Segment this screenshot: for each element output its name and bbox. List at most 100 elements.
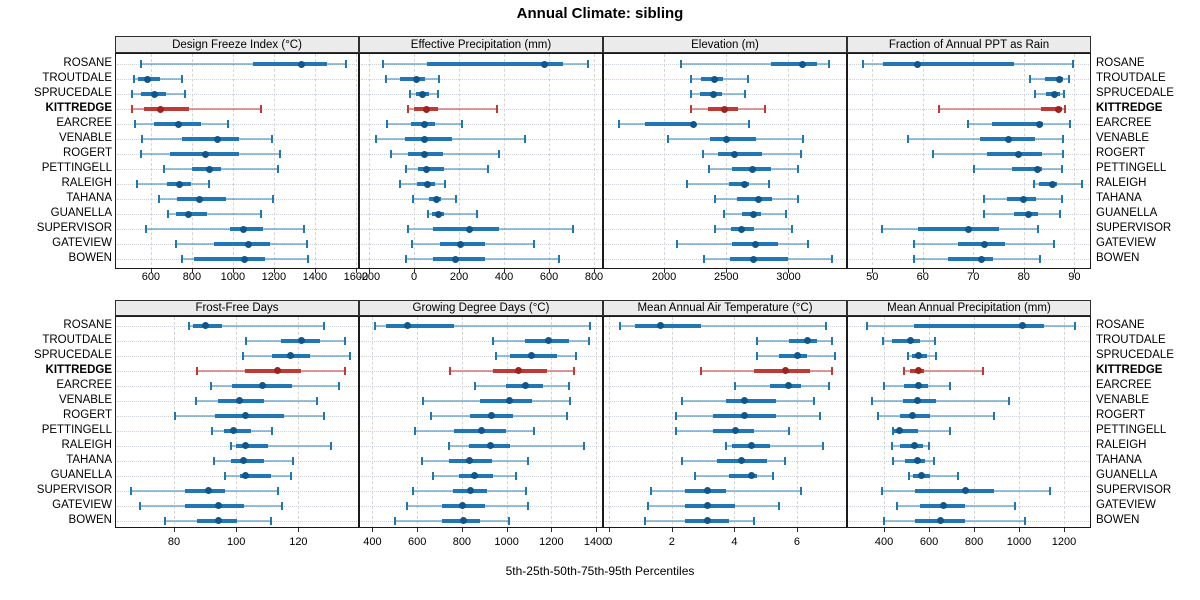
whisker-cap-low	[139, 501, 142, 510]
whisker-cap-high	[316, 396, 319, 405]
whisker-cap-low	[139, 150, 142, 159]
median-dot	[522, 382, 530, 389]
site-label-right: ROGERT	[1096, 408, 1145, 421]
whisker-line	[650, 489, 802, 492]
x-axis-tick-label: 120	[289, 536, 308, 548]
whisker-cap-high	[573, 366, 576, 375]
whisker-cap-low	[409, 90, 412, 99]
whisker-cap-high	[956, 471, 959, 480]
site-label-right: PETTINGELL	[1096, 423, 1167, 436]
whisker-cap-high	[302, 225, 305, 234]
iqr-bar	[433, 257, 486, 262]
whisker-cap-low	[881, 486, 884, 495]
whisker-cap-low	[702, 150, 705, 159]
median-dot	[895, 427, 903, 434]
whisker-line	[871, 399, 1009, 402]
site-label-right: ROGERT	[1096, 147, 1145, 160]
median-dot	[151, 90, 159, 98]
x-axis-tick-label: 600	[407, 536, 427, 548]
whisker-cap-low	[196, 366, 199, 375]
row-guide-line	[117, 199, 357, 201]
whisker-cap-high	[575, 351, 578, 360]
whisker-line	[427, 213, 477, 216]
site-label-left: BOWEN	[68, 252, 112, 265]
whisker-cap-low	[241, 351, 244, 360]
gridline	[796, 317, 798, 527]
whisker-line	[132, 108, 262, 111]
site-label-right: GATEVIEW	[1096, 237, 1156, 250]
whisker-line	[726, 444, 823, 447]
whisker-cap-high	[800, 486, 803, 495]
row-guide-line	[849, 385, 1089, 387]
x-axis-tick-label: 1000	[494, 536, 519, 548]
panel-strip: Design Freeze Index (°C)	[115, 36, 359, 53]
whisker-cap-low	[892, 456, 895, 465]
gridline	[504, 54, 506, 268]
median-dot	[244, 240, 252, 248]
whisker-cap-low	[866, 321, 869, 330]
panel-strip-title: Elevation (m)	[691, 38, 759, 51]
row-guide-line	[605, 94, 845, 96]
whisker-cap-high	[588, 321, 591, 330]
whisker-cap-high	[558, 255, 561, 264]
whisker-cap-low	[689, 90, 692, 99]
whisker-cap-high	[1081, 180, 1084, 189]
site-label-left: GATEVIEW	[52, 237, 112, 250]
x-axis-tick-label: 2000	[651, 271, 677, 283]
gridline	[150, 54, 152, 268]
gridline	[596, 317, 598, 527]
iqr-bar	[728, 182, 750, 187]
x-axis-tick-label: 800	[452, 536, 472, 548]
whisker-cap-low	[374, 321, 377, 330]
whisker-cap-high	[323, 321, 326, 330]
site-label-left: RALEIGH	[61, 177, 113, 190]
whisker-cap-high	[323, 411, 326, 420]
whisker-cap-low	[230, 441, 233, 450]
row-guide-line	[849, 505, 1089, 507]
iqr-bar	[184, 503, 244, 508]
iqr-bar	[215, 413, 285, 418]
median-dot	[488, 412, 495, 419]
site-label-right: SUPERVISOR	[1096, 222, 1172, 235]
whisker-line	[231, 444, 332, 447]
whisker-cap-high	[1014, 501, 1017, 510]
x-axis-tick-label: 800	[584, 271, 604, 283]
whisker-line	[168, 213, 261, 216]
whisker-cap-low	[725, 441, 727, 450]
whisker-cap-high	[933, 456, 936, 465]
row-guide-line	[605, 229, 845, 231]
iqr-bar	[917, 227, 1000, 232]
median-dot	[709, 90, 717, 98]
median-dot	[794, 352, 802, 359]
x-axis-tick	[506, 528, 508, 532]
row-guide-line	[117, 355, 357, 357]
site-label-left: PETTINGELL	[41, 162, 112, 175]
site-label-left: SPRUCEDALE	[34, 348, 112, 361]
whisker-cap-low	[224, 471, 227, 480]
x-axis-tick	[596, 528, 598, 532]
median-dot	[799, 60, 807, 68]
median-dot	[214, 502, 222, 509]
whisker-cap-high	[748, 120, 751, 129]
site-label-left: TAHANA	[66, 192, 112, 205]
whisker-cap-high	[278, 150, 281, 159]
whisker-cap-high	[778, 501, 781, 510]
whisker-cap-low	[209, 381, 212, 390]
whisker-cap-high	[1058, 210, 1061, 219]
whisker-line	[449, 444, 584, 447]
median-dot	[422, 165, 430, 173]
gridline	[929, 317, 931, 527]
whisker-cap-low	[723, 210, 726, 219]
iqr-bar	[223, 428, 251, 433]
whisker-cap-low	[393, 516, 396, 525]
whisker-cap-high	[993, 411, 996, 420]
iqr-bar	[779, 353, 808, 358]
site-label-left: SUPERVISOR	[36, 222, 112, 235]
gridline	[232, 54, 234, 268]
whisker-cap-low	[912, 255, 915, 264]
x-axis-tick-label: 80	[167, 536, 181, 548]
whisker-cap-high	[1060, 195, 1063, 204]
x-axis-tick	[594, 269, 595, 273]
row-guide-line	[849, 139, 1089, 141]
x-axis-tick-label: 1000	[1006, 536, 1032, 548]
